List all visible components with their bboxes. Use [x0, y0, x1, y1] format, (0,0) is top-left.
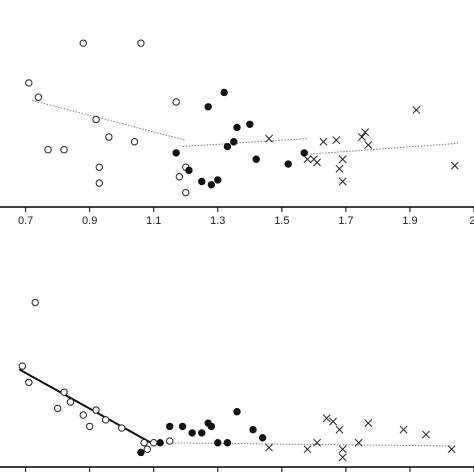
open-circle-point [182, 188, 190, 197]
filled-circle-point [198, 177, 206, 186]
cross-point [338, 445, 347, 454]
cross-point [319, 137, 328, 146]
filled-circle-point [156, 439, 164, 447]
filled-circle-point [166, 422, 174, 431]
filled-circle-point [246, 120, 254, 128]
filled-circle-point [198, 429, 206, 437]
cross-point [322, 414, 331, 423]
filled-circle-point [258, 434, 267, 442]
cross-point [338, 177, 347, 186]
open-circle-point [95, 179, 103, 187]
open-circle-point [92, 406, 100, 414]
cross-point [364, 419, 373, 428]
open-circle-point [130, 138, 139, 146]
bottom-scatter-panel [0, 298, 474, 472]
fit-line-solid [18, 368, 155, 446]
cross-point [303, 155, 312, 164]
x-tick-label: 1.3 [210, 215, 225, 227]
open-circle-point [118, 424, 126, 432]
cross-point [265, 443, 273, 452]
cross-point [335, 164, 344, 173]
x-tick-label: 2. [469, 215, 474, 227]
open-circle-point [79, 39, 87, 47]
filled-circle-point [204, 103, 212, 111]
open-circle-point [172, 98, 180, 106]
x-tick-label: 0.9 [82, 215, 97, 227]
open-circle-point [101, 416, 110, 424]
open-circle-point [85, 422, 94, 431]
cross-point [303, 445, 312, 454]
open-circle-point [25, 378, 33, 387]
fit-line-dotted [182, 138, 308, 148]
open-circle-point [79, 411, 87, 419]
cross-point [412, 106, 421, 114]
x-tick-label: 1.1 [146, 215, 161, 227]
open-circle-point [18, 362, 27, 370]
open-circle-point [60, 388, 68, 396]
open-circle-point [92, 115, 100, 124]
filled-circle-point [284, 160, 292, 168]
filled-circle-point [137, 448, 145, 457]
filled-circle-point [188, 429, 196, 437]
open-circle-point [143, 445, 152, 453]
filled-circle-point [178, 422, 187, 431]
cross-point [265, 134, 273, 143]
filled-circle-point [300, 149, 308, 157]
cross-point [338, 155, 347, 164]
open-circle-point [150, 439, 158, 447]
fit-line-dotted [31, 99, 186, 141]
cross-point [361, 128, 370, 137]
filled-circle-point [185, 166, 193, 175]
filled-circle-point [207, 422, 216, 431]
open-circle-point [44, 146, 52, 154]
cross-point [447, 445, 456, 454]
cross-point [364, 140, 373, 149]
cross-point [329, 417, 338, 426]
open-circle-point [34, 93, 43, 101]
cross-point [399, 425, 408, 434]
x-tick-label: 1.9 [402, 215, 417, 227]
cross-point [422, 430, 430, 439]
open-circle-point [175, 173, 184, 181]
open-circle-point [105, 133, 113, 141]
cross-point [332, 136, 341, 145]
filled-circle-point [220, 88, 228, 97]
cross-point [313, 438, 322, 447]
x-tick-label: 0.7 [18, 215, 33, 227]
cross-point [450, 161, 459, 170]
top-scatter-panel: 0.7 0.9 1.1 1.3 1.5 1.7 1.9 2. [0, 39, 474, 227]
open-circle-point [95, 163, 103, 171]
filled-circle-point [223, 142, 232, 151]
filled-circle-point [207, 180, 216, 189]
cross-point [354, 438, 363, 447]
filled-circle-point [233, 123, 241, 132]
open-circle-point [140, 439, 148, 447]
open-circle-point [66, 398, 75, 406]
filled-circle-point [252, 155, 260, 163]
open-circle-point [60, 146, 68, 154]
open-circle-point [166, 437, 174, 445]
open-circle-point [31, 298, 39, 307]
cross-point [313, 158, 322, 167]
filled-circle-point [233, 408, 241, 416]
filled-circle-point [214, 176, 222, 184]
x-tick-label: 1.5 [274, 215, 289, 227]
fit-line-dotted [153, 442, 452, 447]
filled-circle-point [172, 149, 180, 157]
cross-point [338, 453, 347, 462]
x-tick-label: 1.7 [338, 215, 353, 227]
open-circle-point [53, 404, 62, 413]
open-circle-point [137, 39, 145, 47]
filled-circle-point [230, 138, 238, 146]
cross-point [357, 133, 366, 141]
cross-point [335, 425, 344, 434]
filled-circle-point [214, 439, 222, 447]
filled-circle-point [223, 439, 232, 447]
open-circle-point [25, 79, 33, 87]
filled-circle-point [249, 425, 257, 434]
